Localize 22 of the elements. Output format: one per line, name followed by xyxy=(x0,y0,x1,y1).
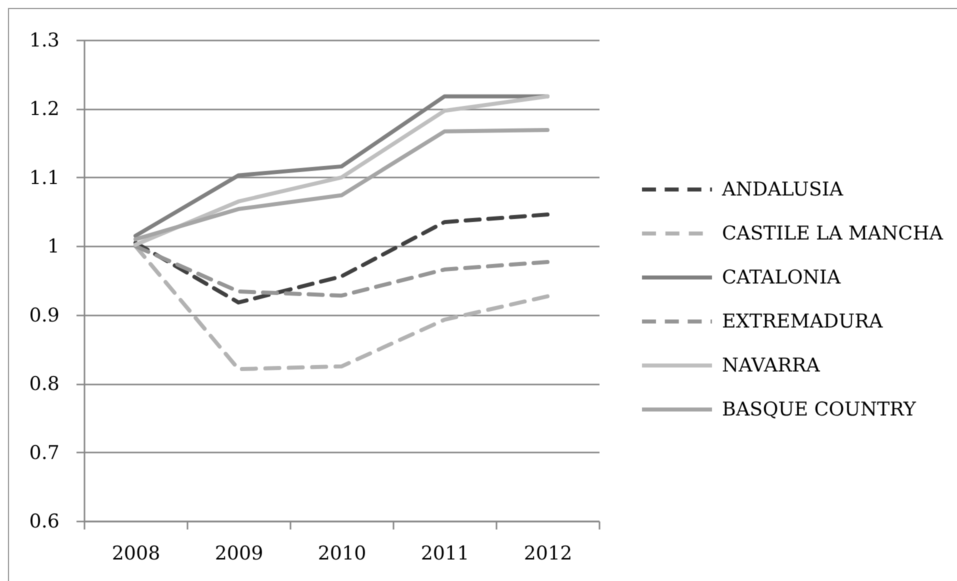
line-series xyxy=(134,244,550,298)
legend-label: ANDALUSIA xyxy=(721,178,844,200)
legend-label: CASTILE LA MANCHA xyxy=(722,222,944,244)
legend-label: CATALONIA xyxy=(722,266,841,288)
x-tick-label: 2009 xyxy=(214,542,264,564)
legend-label: NAVARRA xyxy=(722,354,820,376)
line-series xyxy=(134,212,550,304)
y-tick-label: 0.7 xyxy=(29,442,60,464)
y-tick-label: 1.1 xyxy=(29,166,60,189)
y-tick-label: 1 xyxy=(47,236,60,258)
y-tick-label: 1.3 xyxy=(29,30,60,52)
legend-label: EXTREMADURA xyxy=(722,310,883,332)
line-series xyxy=(134,128,550,242)
y-tick-label: 0.8 xyxy=(29,373,60,396)
x-tick-label: 2010 xyxy=(318,542,366,564)
x-tick-label: 2008 xyxy=(112,542,160,564)
x-tick-label: 2012 xyxy=(524,542,572,564)
legend-label: BASQUE COUNTRY xyxy=(722,398,916,420)
y-tick-label: 0.9 xyxy=(29,304,60,326)
y-tick-label: 0.6 xyxy=(29,510,60,532)
x-tick-label: 2011 xyxy=(420,542,470,564)
y-tick-label: 1.2 xyxy=(29,98,60,120)
